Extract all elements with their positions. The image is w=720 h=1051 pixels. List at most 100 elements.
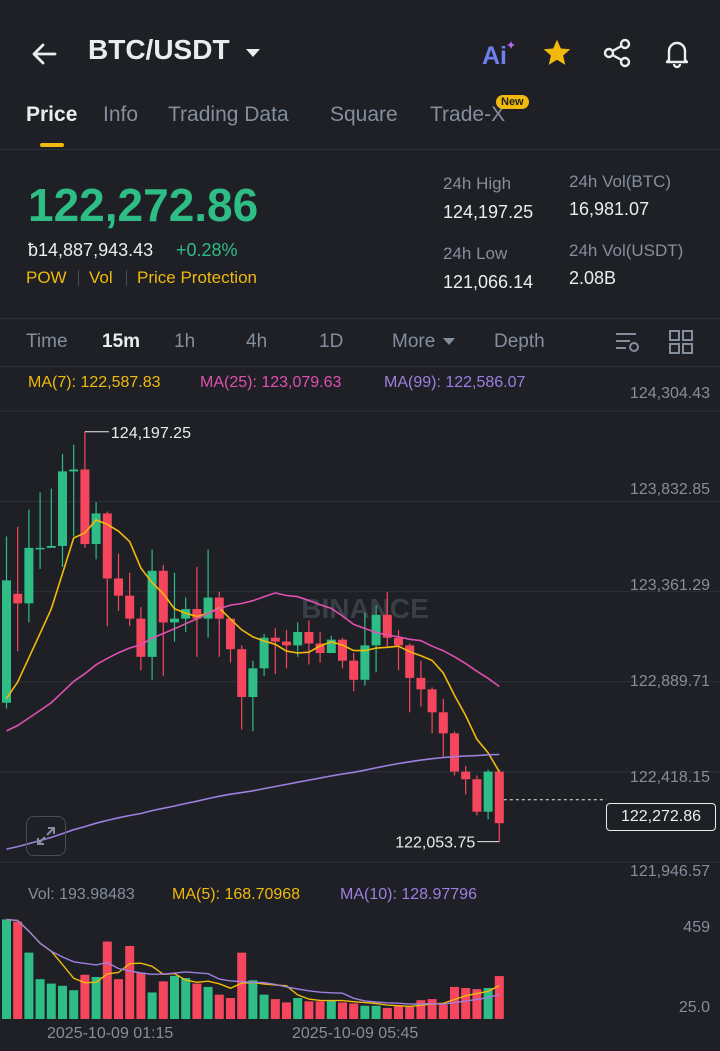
volume-bar [237,952,247,1019]
volume-bar [24,952,34,1019]
volume-bar [326,1000,336,1019]
candle-body [158,570,168,623]
candle [360,612,370,686]
y-tick: 123,832.85 [629,481,710,498]
candle [326,635,336,654]
volume-bar [427,999,437,1019]
vol-usdt-label: 24h Vol(USDT) [569,241,684,260]
candle-body [248,668,258,698]
fiat-price: ƀ14,887,943.43 [28,240,154,260]
candle-body [360,645,370,680]
candle [483,769,493,820]
tab-price[interactable]: Price [26,103,78,126]
candle [147,549,157,680]
candle-body [326,639,336,654]
vol-y-tick: 459 [683,919,710,936]
candle-body [259,637,269,669]
back-button[interactable] [24,34,64,74]
candle [304,620,314,665]
interval-15m[interactable]: 15m [102,331,141,352]
candle-body [450,733,459,772]
candle-body [315,643,325,654]
candle [214,591,224,657]
volume-bar [394,1005,403,1019]
ma99-legend: MA(99): 122,586.07 [384,374,526,391]
interval-divider [0,366,720,367]
candle-body [102,513,112,579]
y-tick: 124,304.43 [629,385,710,402]
ai-icon [507,41,515,49]
new-badge: New [496,95,529,109]
candle [136,607,146,671]
interval-1d[interactable]: 1D [319,331,344,352]
volume-bar [80,974,90,1019]
pair-title[interactable]: BTC/USDT [88,34,230,65]
candle [416,660,426,707]
share-button[interactable] [600,36,634,70]
volume-bar [315,1001,325,1019]
tab-info[interactable]: Info [103,103,139,126]
candle [472,775,482,816]
low-marker-label: 122,053.75 [395,835,475,852]
volume-chart[interactable] [0,908,720,1020]
tag-price-protection[interactable]: Price Protection [137,268,257,287]
y-tick: 122,889.71 [629,673,710,690]
candle [349,653,359,692]
candle-body [461,771,471,780]
candle [192,566,202,657]
ma25-line [6,592,500,732]
candle-body [349,660,359,680]
volume-bar [248,980,258,1019]
volume-bar [125,945,135,1019]
candle [382,591,392,648]
candle-body [192,609,202,619]
candle [13,526,23,652]
candle [102,511,112,627]
tag-vol[interactable]: Vol [89,268,113,287]
x-tick: 2025-10-09 01:15 [47,1025,174,1042]
volume-bar [270,999,280,1019]
favorite-button[interactable] [540,36,574,70]
interval-more[interactable]: More [392,331,436,352]
volume-bar [483,988,493,1019]
candle-body [226,618,235,650]
y-tick: 121,946.57 [629,863,710,880]
interval-1h[interactable]: 1h [174,331,196,352]
pair-selector-button[interactable] [240,40,266,66]
tab-square[interactable]: Square [330,103,398,126]
candle-body [147,570,157,657]
candle [461,765,471,795]
volume-bar [203,986,213,1019]
ai-button[interactable]: Ai [480,38,518,72]
interval-time[interactable]: Time [26,331,68,352]
candle-body [483,771,493,812]
price-change: +0.28% [176,240,238,260]
volume-bar [405,1006,415,1019]
volume-bar [349,1003,359,1019]
tag-pow[interactable]: POW [26,268,67,287]
indicator-settings-button[interactable] [612,327,642,357]
fullscreen-button[interactable] [26,816,66,856]
candle [35,492,45,569]
share-icon [603,38,631,68]
volume-bar [214,994,224,1019]
volume-bar [416,1000,426,1019]
candle-body [282,641,291,646]
tab-trade-x[interactable]: Trade-X [430,103,506,126]
layout-button[interactable] [666,327,696,357]
volume-bar [102,941,112,1019]
tab-trading-data[interactable]: Trading Data [168,103,289,126]
notification-button[interactable] [660,36,694,70]
more-caret-icon [443,338,455,345]
candle [282,630,291,669]
interval-4h[interactable]: 4h [246,331,268,352]
candle-body [46,545,56,548]
candle-body [438,712,448,734]
vol-ma5-legend: MA(5): 168.70968 [172,886,301,903]
candle-body [270,637,280,642]
candle [405,643,415,713]
tabs-divider [0,149,720,150]
vol-ma10-legend: MA(10): 128.97796 [340,886,477,903]
interval-depth[interactable]: Depth [494,331,545,352]
